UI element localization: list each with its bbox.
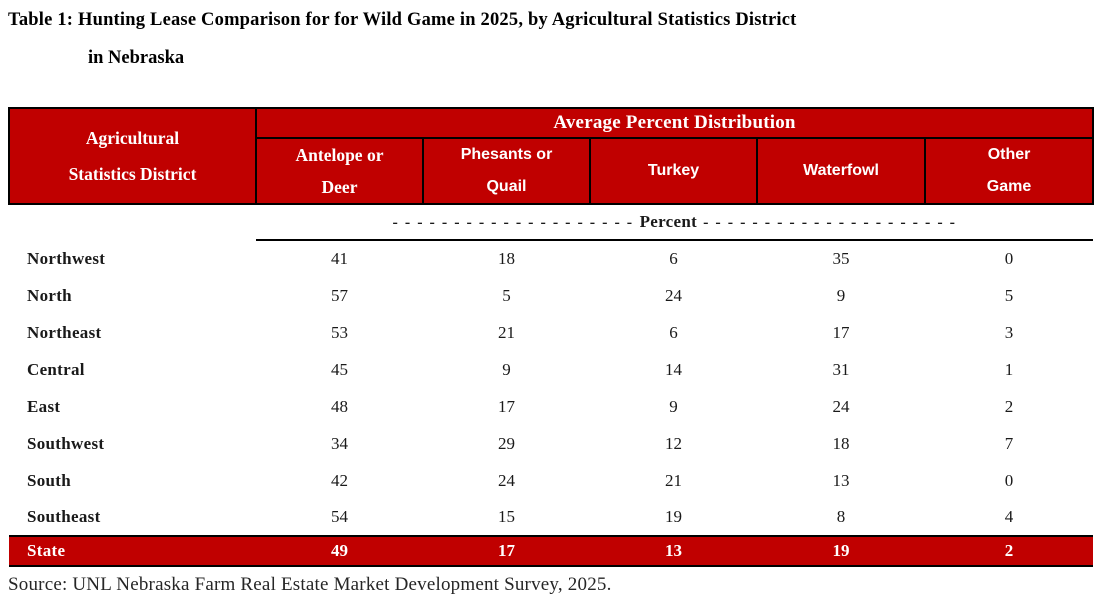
district-cell: Southwest	[27, 433, 105, 453]
table-title: Table 1: Hunting Lease Comparison for fo…	[8, 8, 1098, 70]
value-cell: 49	[256, 535, 423, 567]
table-row: Northwest 41 18 6 35 0	[9, 240, 1093, 277]
value-cell: 6	[669, 249, 678, 268]
percent-unit-cell: - - - - - - - - - - - - - - - - - - - -P…	[256, 204, 1094, 241]
empty-cell	[9, 204, 256, 240]
percent-label: Percent	[639, 212, 698, 231]
value-cell: 34	[331, 433, 348, 453]
value-cell: 9	[669, 396, 678, 416]
value-cell: 9	[836, 285, 846, 305]
column-header-antelope-or-deer: Antelope or Deer	[255, 137, 424, 205]
value-cell: 31	[832, 359, 850, 379]
value-cell: 24	[498, 470, 515, 490]
dashes-right: - - - - - - - - - - - - - - - - - - - - …	[703, 214, 957, 231]
value-cell: 57	[331, 285, 348, 305]
district-cell: South	[27, 470, 72, 490]
table-row: South 42 24 21 13 0	[9, 462, 1093, 499]
source-note: Source: UNL Nebraska Farm Real Estate Ma…	[8, 574, 612, 595]
value-cell: 24	[832, 396, 850, 416]
value-cell: 0	[1004, 470, 1014, 490]
value-cell: 7	[1004, 433, 1014, 453]
value-cell: 18	[498, 249, 515, 268]
value-cell: 15	[498, 507, 515, 526]
state-total-row: State 49 17 13 19 2	[9, 535, 1094, 567]
table-row: Southwest 34 29 12 18 7	[9, 425, 1093, 462]
district-cell: Central	[27, 359, 85, 379]
value-cell: 8	[836, 507, 846, 526]
value-cell: 45	[331, 359, 348, 379]
table-row: Southeast 54 15 19 8 4	[9, 499, 1093, 536]
value-cell: 2	[925, 535, 1094, 567]
table-row: North 57 5 24 9 5	[9, 277, 1093, 314]
value-cell: 0	[1004, 249, 1014, 268]
value-cell: 17	[832, 322, 850, 342]
value-cell: 42	[331, 470, 348, 490]
district-cell: State	[9, 535, 256, 567]
table-row: Northeast 53 21 6 17 3	[9, 314, 1093, 351]
column-header-phesants-or-quail: Phesants or Quail	[422, 137, 591, 205]
value-cell: 18	[832, 433, 850, 453]
value-cell: 3	[1004, 322, 1014, 342]
table-row: East 48 17 9 24 2	[9, 388, 1093, 425]
table-title-line2: in Nebraska	[88, 48, 185, 68]
value-cell: 13	[590, 535, 757, 567]
value-cell: 41	[331, 249, 348, 268]
hunting-lease-table: Agricultural Statistics District Average…	[8, 107, 1095, 567]
dashes-left: - - - - - - - - - - - - - - - - - - - -	[392, 214, 634, 231]
district-cell: Northeast	[27, 322, 102, 342]
district-cell: Southeast	[27, 507, 101, 526]
value-cell: 5	[502, 285, 511, 305]
value-cell: 6	[669, 322, 678, 342]
column-header-turkey: Turkey	[589, 137, 758, 205]
value-cell: 19	[665, 507, 682, 526]
value-cell: 9	[502, 359, 511, 379]
value-cell: 21	[665, 470, 682, 490]
value-cell: 48	[331, 396, 348, 416]
table-row: Central 45 9 14 31 1	[9, 351, 1093, 388]
table-title-line1: Table 1: Hunting Lease Comparison for fo…	[8, 10, 797, 30]
column-header-waterfowl: Waterfowl	[756, 137, 926, 205]
district-cell: North	[27, 285, 72, 305]
value-cell: 19	[757, 535, 925, 567]
value-cell: 29	[498, 433, 515, 453]
value-cell: 54	[331, 507, 348, 526]
value-cell: 14	[665, 359, 682, 379]
percent-unit-row: - - - - - - - - - - - - - - - - - - - -P…	[9, 204, 1094, 241]
value-cell: 35	[832, 249, 850, 268]
district-cell: East	[27, 396, 61, 416]
value-cell: 5	[1004, 285, 1014, 305]
value-cell: 53	[331, 322, 348, 342]
value-cell: 24	[665, 285, 682, 305]
header-row-group: Agricultural Statistics District Average…	[8, 107, 1095, 205]
value-cell: 13	[832, 470, 850, 490]
district-cell: Northwest	[27, 248, 106, 268]
value-cell: 17	[423, 535, 590, 567]
header-row-columns: Antelope or Deer Phesants or Quail Turke…	[9, 137, 1095, 205]
value-cell: 21	[498, 322, 515, 342]
group-header-average-percent-distribution: Average Percent Distribution	[254, 107, 1095, 139]
value-cell: 12	[665, 433, 682, 453]
value-cell: 17	[498, 396, 515, 416]
column-header-other-game: Other Game	[923, 137, 1095, 205]
value-cell: 4	[1004, 507, 1014, 526]
value-cell: 2	[1004, 396, 1014, 416]
column-header-agricultural-statistics-district: Agricultural Statistics District	[8, 107, 257, 205]
value-cell: 1	[1004, 359, 1014, 379]
